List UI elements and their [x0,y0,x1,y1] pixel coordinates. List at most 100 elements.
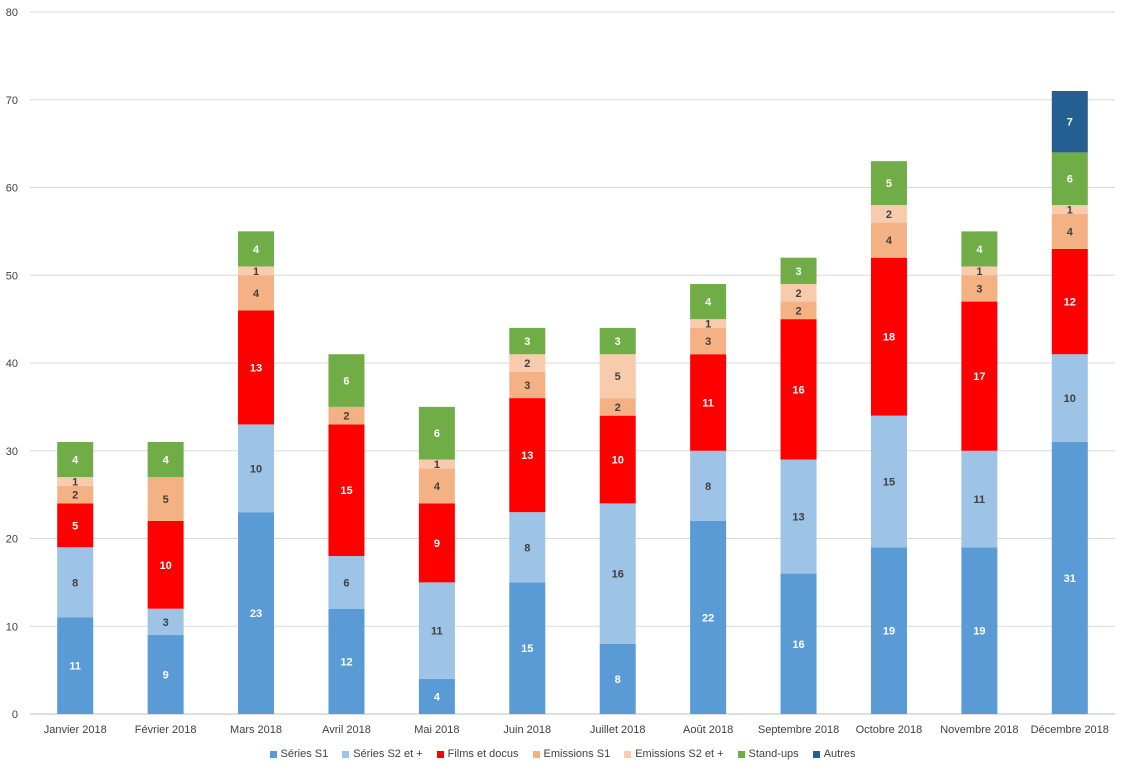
data-label: 4 [253,288,260,300]
data-label: 6 [343,577,349,589]
data-label: 10 [612,455,624,467]
data-label: 3 [524,380,530,392]
bar-segment [961,450,998,548]
bar-segment [328,424,365,557]
bar-segment [418,406,455,460]
legend-swatch [737,750,745,758]
bar-segment [238,275,275,311]
legend-item: Films et docus [436,748,519,760]
legend-swatch [436,750,444,758]
x-tick-label: Avril 2018 [322,724,371,736]
data-label: 1 [434,459,440,471]
data-label: 1 [976,266,982,278]
bar-segment [599,327,636,355]
data-label: 3 [976,283,982,295]
bar-segment [599,643,636,714]
bar-segment [870,547,907,714]
legend-label: Séries S2 et + [353,748,423,760]
data-label: 17 [973,371,985,383]
data-label: 16 [792,639,804,651]
legend-label: Emissions S2 et + [635,748,724,760]
data-label: 15 [521,643,533,655]
bar-segment [780,301,817,320]
data-label: 3 [615,336,621,348]
data-label: 10 [250,463,262,475]
bar-segment [961,275,998,302]
legend-item: Autres [812,748,856,760]
data-label: 13 [521,450,533,462]
data-label: 12 [340,656,352,668]
x-tick-label: Août 2018 [683,724,733,736]
bar-segment [509,327,546,355]
bar-segment [509,582,546,714]
legend: Séries S1 Séries S2 et + Films et docus Emi… [0,748,1125,760]
data-label: 4 [253,244,260,256]
data-label: 16 [792,384,804,396]
y-tick-label: 50 [6,270,18,282]
bar-segment [1051,441,1088,714]
data-label: 9 [434,538,440,550]
bar-segment [509,354,546,372]
x-axis-tick-labels: Janvier 2018 Février 2018 Mars 2018 Avril 2… [44,724,1109,736]
data-label: 2 [72,490,78,502]
bar-segment [1051,213,1088,249]
data-label: 10 [1064,393,1076,405]
data-label: 11 [431,626,443,638]
bar-segment [780,459,817,574]
bar-segment [509,371,546,399]
bar-segment [599,398,636,416]
data-label: 15 [340,485,352,497]
data-label: 6 [434,428,440,440]
data-label: 9 [163,670,169,682]
data-label: 4 [163,455,170,467]
data-label: 15 [883,476,895,488]
bar-segment [961,231,998,267]
bar-segment [1051,205,1088,214]
y-axis-tick-labels: 0 10 20 30 40 50 60 70 80 [6,7,18,721]
bar-segment [1051,248,1088,355]
bar-segment [57,477,94,486]
bar-segment [870,257,907,416]
data-label: 5 [615,371,621,383]
bar-segment [147,520,184,609]
bar-segment [961,266,998,276]
data-label: 4 [886,235,893,247]
x-tick-label: Juin 2018 [503,724,551,736]
data-label: 8 [615,674,621,686]
bar-segment [780,573,817,714]
data-label: 3 [795,266,801,278]
bar-segment [418,459,455,469]
data-label: 2 [886,209,892,221]
bar-segment [870,222,907,258]
x-tick-label: Novembre 2018 [940,724,1018,736]
bar-segment [418,468,455,504]
data-label: 13 [250,362,262,374]
bar-segment [690,520,727,714]
bar-segment [599,354,636,399]
bar-segment [238,512,275,714]
bar-segment [238,424,275,513]
bar-segment [690,450,727,521]
bar-segment [57,441,94,478]
data-label: 2 [615,402,621,414]
bar-segment [328,608,365,714]
data-label: 8 [72,577,78,589]
bar-segment [1051,90,1088,153]
data-label: 3 [163,617,169,629]
data-label: 5 [72,520,78,532]
data-label: 12 [1064,297,1076,309]
bar-segment [961,301,998,451]
bar-segment [690,354,727,451]
bar-segment [961,547,998,714]
bar-segment [328,556,365,609]
data-label: 1 [705,319,711,331]
data-label: 11 [974,494,986,506]
data-label: 31 [1064,573,1076,585]
bar-segment [780,257,817,285]
legend-swatch [269,750,277,758]
legend-label: Autres [823,748,856,760]
legend-label: Stand-ups [748,748,799,760]
data-label: 1 [72,476,78,488]
data-label: 22 [702,612,714,624]
